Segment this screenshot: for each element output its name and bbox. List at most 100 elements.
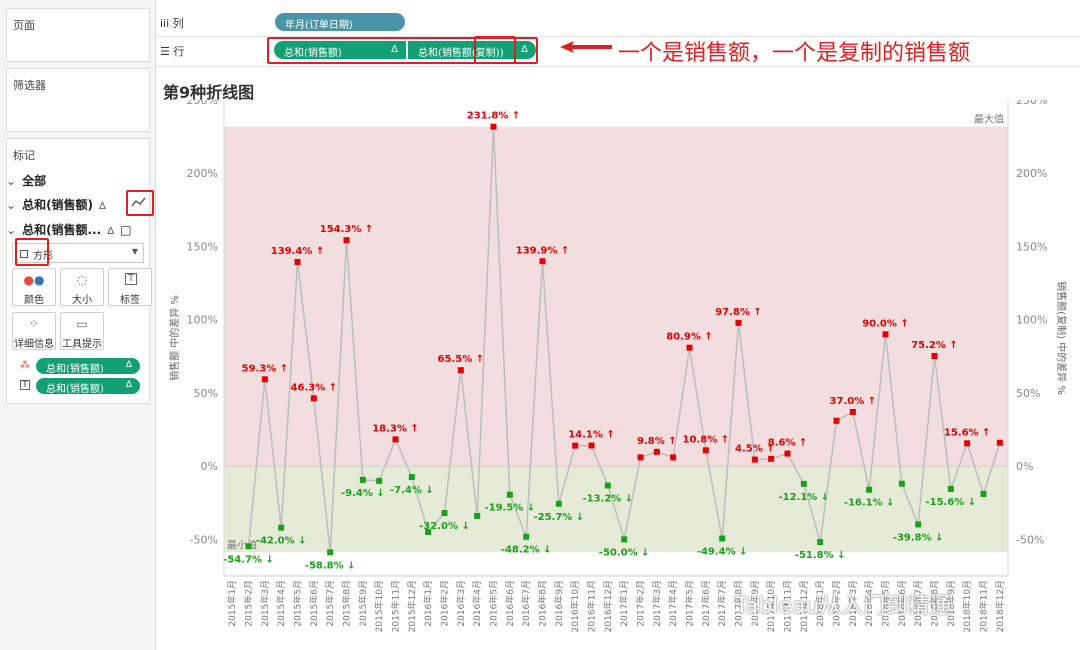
square-icon bbox=[20, 250, 28, 258]
x-tick-label: 2015年12月 bbox=[406, 580, 418, 632]
data-label: 154.3% ↑ bbox=[320, 224, 374, 235]
chevron-down-icon: ⌄ bbox=[6, 223, 17, 237]
data-label: 4.5% ↑ bbox=[735, 444, 775, 455]
column-pill-month[interactable]: 年月(订单日期) bbox=[275, 13, 405, 31]
data-point bbox=[245, 543, 252, 550]
x-tick-label: 2018年6月 bbox=[896, 580, 908, 627]
data-point bbox=[751, 456, 758, 463]
highlight-box-line-mark bbox=[126, 190, 154, 216]
data-label: -13.2% ↓ bbox=[582, 493, 633, 504]
marks-sum-sales-label: 总和(销售额) bbox=[22, 198, 94, 212]
size-button[interactable]: ◌ 大小 bbox=[60, 268, 104, 306]
marks-pill-label[interactable]: 总和(销售额) Δ bbox=[36, 378, 140, 395]
x-tick-label: 2018年5月 bbox=[880, 580, 892, 627]
marks-sum-sales-copy-row[interactable]: ⌄ 总和(销售额... Δ □ bbox=[6, 221, 131, 238]
square-icon: □ bbox=[120, 223, 132, 237]
x-tick-label: 2016年8月 bbox=[537, 580, 549, 627]
y-tick-right: 150% bbox=[1016, 240, 1047, 253]
y-axis-title-right: 销售额(复制) 中的差异 % bbox=[1055, 281, 1068, 395]
x-tick-label: 2016年11月 bbox=[586, 580, 598, 632]
x-tick-label: 2016年12月 bbox=[602, 580, 614, 632]
data-point bbox=[310, 395, 317, 402]
row-pill-sales-copy[interactable]: 总和(销售额(复制)) Δ bbox=[408, 41, 536, 59]
y-tick-left: 50% bbox=[194, 387, 218, 400]
x-tick-label: 2016年4月 bbox=[471, 580, 483, 627]
x-tick-label: 2017年9月 bbox=[749, 580, 761, 627]
detail-button[interactable]: ⁘ 详细信息 bbox=[12, 312, 56, 350]
data-point bbox=[735, 319, 742, 326]
tooltip-button[interactable]: ▭ 工具提示 bbox=[60, 312, 104, 350]
x-tick-label: 2018年11月 bbox=[978, 580, 990, 632]
x-tick-label: 2017年1月 bbox=[618, 580, 630, 627]
size-button-label: 大小 bbox=[72, 295, 92, 306]
delta-icon: Δ bbox=[99, 201, 106, 212]
marks-sum-sales-row[interactable]: ⌄ 总和(销售额) Δ bbox=[6, 196, 106, 213]
x-tick-label: 2016年6月 bbox=[504, 580, 516, 627]
x-tick-label: 2016年9月 bbox=[553, 580, 565, 627]
x-tick-label: 2015年11月 bbox=[390, 580, 402, 632]
x-tick-label: 2017年6月 bbox=[700, 580, 712, 627]
data-point bbox=[817, 539, 824, 546]
delta-icon: Δ bbox=[521, 44, 528, 55]
data-label: 231.8% ↑ bbox=[467, 111, 521, 122]
highlight-box-rows bbox=[267, 37, 538, 64]
y-tick-left: 200% bbox=[187, 167, 218, 180]
negative-band bbox=[224, 466, 1008, 553]
y-tick-right: 100% bbox=[1016, 314, 1047, 327]
data-label: 14.1% ↑ bbox=[568, 430, 615, 441]
data-label: -42.0% ↓ bbox=[256, 536, 307, 547]
data-point bbox=[702, 447, 709, 454]
color-button[interactable]: ●● 颜色 bbox=[12, 268, 56, 306]
marks-all-row[interactable]: ⌄ 全部 bbox=[6, 172, 46, 189]
data-label: -25.7% ↓ bbox=[533, 512, 584, 523]
data-point bbox=[980, 490, 987, 497]
x-tick-label: 2015年1月 bbox=[226, 580, 238, 627]
data-point bbox=[490, 123, 497, 130]
data-point bbox=[768, 455, 775, 462]
x-tick-label: 2018年10月 bbox=[961, 580, 973, 632]
marks-pill-label-label: 总和(销售额) bbox=[46, 384, 104, 395]
row-pill-sales[interactable]: 总和(销售额) Δ bbox=[274, 41, 406, 59]
marks-sum-sales-copy-label: 总和(销售额... bbox=[22, 223, 102, 237]
data-label: -15.6% ↓ bbox=[925, 497, 976, 508]
filters-title: 筛选器 bbox=[13, 79, 46, 92]
x-tick-label: 2015年5月 bbox=[292, 580, 304, 627]
data-point bbox=[800, 480, 807, 487]
marks-title: 标记 bbox=[13, 149, 35, 162]
shelf-divider bbox=[156, 36, 1080, 37]
data-label: 59.3% ↑ bbox=[242, 363, 289, 374]
x-tick-label: 2017年7月 bbox=[716, 580, 728, 627]
y-tick-right: 200% bbox=[1016, 167, 1047, 180]
x-tick-label: 2017年8月 bbox=[733, 580, 745, 627]
x-tick-label: 2017年2月 bbox=[635, 580, 647, 627]
data-label: -7.4% ↓ bbox=[390, 485, 434, 496]
data-label: -50.0% ↓ bbox=[599, 547, 650, 558]
mark-type-dropdown[interactable]: 方形 ▼ bbox=[12, 243, 144, 263]
x-tick-label: 2018年7月 bbox=[912, 580, 924, 627]
delta-icon: Δ bbox=[125, 360, 132, 370]
data-label: 10.8% ↑ bbox=[683, 434, 730, 445]
data-point bbox=[408, 473, 415, 480]
rows-shelf-label: ☰ 行 bbox=[160, 45, 185, 58]
left-panel: 页面 筛选器 标记 ⌄ 全部 ⌄ 总和(销售额) Δ ⌄ 总和(销售额... Δ □ 方形 … bbox=[0, 0, 156, 650]
marks-pill-color[interactable]: 总和(销售额) Δ bbox=[36, 358, 140, 375]
label-button[interactable]: T 标签 bbox=[108, 268, 152, 306]
data-point bbox=[474, 512, 481, 519]
x-tick-label: 2015年10月 bbox=[373, 580, 385, 632]
filters-card: 筛选器 bbox=[6, 68, 150, 132]
data-point bbox=[261, 376, 268, 383]
row-pill-sales-label: 总和(销售额) bbox=[284, 48, 342, 59]
x-tick-label: 2015年8月 bbox=[341, 580, 353, 627]
data-label: 8.6% ↑ bbox=[768, 438, 808, 449]
line-mark-icon[interactable] bbox=[131, 196, 147, 208]
data-point bbox=[947, 486, 954, 493]
pages-card: 页面 bbox=[6, 8, 150, 62]
tooltip-icon: ▭ bbox=[76, 317, 88, 331]
data-label: -58.8% ↓ bbox=[305, 560, 356, 571]
data-point bbox=[784, 450, 791, 457]
highlight-box-copy bbox=[474, 36, 516, 64]
y-tick-left: 0% bbox=[201, 460, 218, 473]
data-label: 75.2% ↑ bbox=[911, 340, 958, 351]
x-tick-label: 2015年7月 bbox=[324, 580, 336, 627]
data-point bbox=[686, 344, 693, 351]
